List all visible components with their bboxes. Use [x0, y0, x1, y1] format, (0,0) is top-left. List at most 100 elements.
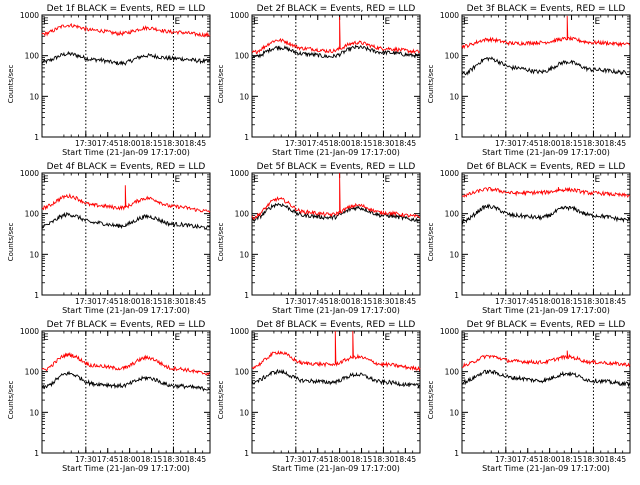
x-tick-label: 18:15	[141, 455, 163, 464]
series-line-events	[42, 372, 210, 391]
event-marker-label: E	[43, 175, 49, 185]
y-tick-label: 100	[235, 368, 250, 377]
y-axis-label: Counts/sec	[217, 65, 225, 104]
x-tick-label: 18:00	[539, 455, 561, 464]
y-axis-label: Counts/sec	[7, 65, 15, 104]
chart-panel-9: Det 9f BLACK = Events, RED = LLDE E110100…	[427, 320, 630, 473]
y-tick-label: 1000	[440, 169, 459, 178]
event-marker-label: E	[174, 17, 180, 27]
x-tick-label: 18:45	[395, 455, 417, 464]
event-marker-label: E	[253, 333, 259, 343]
x-tick-label: 18:30	[163, 297, 185, 306]
y-tick-label: 1	[454, 133, 459, 142]
y-tick-label: 10	[449, 92, 459, 101]
x-axis-label: Start Time (21-Jan-09 17:17:00)	[272, 306, 400, 315]
x-tick-label: 18:30	[583, 297, 605, 306]
event-marker-label: E	[594, 175, 600, 185]
x-tick-label: 18:00	[119, 139, 141, 148]
y-tick-label: 1	[244, 291, 249, 300]
x-tick-label: 18:30	[163, 455, 185, 464]
x-tick-label: 18:00	[329, 455, 351, 464]
x-tick-label: 17:30	[495, 455, 517, 464]
x-tick-label: 17:30	[285, 139, 307, 148]
series-line-lld	[252, 331, 420, 370]
x-tick-label: 18:00	[539, 297, 561, 306]
event-marker-label: E	[253, 17, 259, 27]
x-tick-label: 18:30	[583, 455, 605, 464]
y-tick-label: 100	[25, 210, 40, 219]
y-axis-label: Counts/sec	[217, 381, 225, 420]
x-axis-label: Start Time (21-Jan-09 17:17:00)	[272, 148, 400, 157]
plot-frame	[462, 15, 630, 137]
x-tick-label: 18:15	[561, 455, 583, 464]
series-line-lld	[252, 173, 420, 219]
y-tick-label: 1	[454, 449, 459, 458]
y-tick-label: 1000	[230, 327, 249, 336]
event-marker-label: E	[463, 333, 469, 343]
chart-panel-7: Det 7f BLACK = Events, RED = LLD E E 1 10 100…	[7, 320, 210, 473]
plot-frame	[462, 173, 630, 295]
event-marker-label: E	[174, 333, 180, 343]
event-marker-label: E	[384, 17, 390, 27]
series-line-events	[462, 57, 630, 74]
x-tick-label: 18:00	[539, 139, 561, 148]
x-tick-label: 18:30	[583, 139, 605, 148]
y-tick-label: 100	[445, 368, 460, 377]
y-tick-label: 1	[244, 133, 249, 142]
x-tick-label: 18:15	[351, 455, 373, 464]
chart-title: Det 1f BLACK = Events, RED = LLD	[47, 4, 206, 14]
chart-title: Det 5f BLACK = Events, RED = LLD	[257, 162, 416, 172]
x-tick-label: 18:00	[329, 297, 351, 306]
y-tick-label: 10	[449, 408, 459, 417]
chart-title: Det 7f BLACK = Events, RED = LLD	[47, 320, 206, 330]
x-tick-label: 17:30	[75, 139, 97, 148]
event-marker-label: E	[594, 333, 600, 343]
y-tick-label: 100	[235, 210, 250, 219]
event-marker-label: E	[384, 175, 390, 185]
x-tick-label: 18:15	[141, 297, 163, 306]
y-tick-label: 100	[25, 52, 40, 61]
chart-panel-6: Det 6f BLACK = Events, RED = LLDE E110100…	[427, 162, 630, 315]
series-line-events	[252, 46, 420, 59]
x-axis-label: Start Time (21-Jan-09 17:17:00)	[482, 464, 610, 473]
y-axis-label: Counts/sec	[427, 65, 435, 104]
x-tick-label: 17:45	[517, 455, 539, 464]
event-marker-label: E	[43, 333, 49, 343]
x-tick-label: 17:45	[97, 139, 119, 148]
x-axis-label: Start Time (21-Jan-09 17:17:00)	[272, 464, 400, 473]
x-tick-label: 17:30	[285, 297, 307, 306]
series-line-lld	[462, 351, 630, 368]
y-tick-label: 10	[29, 250, 39, 259]
x-axis-label: Start Time (21-Jan-09 17:17:00)	[62, 148, 190, 157]
chart-panel-5: Det 5f BLACK = Events, RED = LLDE E110100…	[217, 162, 420, 315]
x-axis-label: Start Time (21-Jan-09 17:17:00)	[62, 464, 190, 473]
x-tick-label: 18:45	[605, 139, 627, 148]
x-tick-label: 17:45	[97, 297, 119, 306]
chart-title: Det 2f BLACK = Events, RED = LLD	[257, 4, 416, 14]
plot-frame	[42, 173, 210, 295]
x-tick-label: 18:45	[395, 297, 417, 306]
x-tick-label: 18:45	[605, 455, 627, 464]
event-marker-label: E	[43, 17, 49, 27]
series-line-events	[462, 370, 630, 386]
chart-panel-4: Det 4f BLACK = Events, RED = LLD E E 1 10 100…	[7, 162, 210, 315]
x-tick-label: 18:15	[141, 139, 163, 148]
x-tick-label: 18:00	[119, 455, 141, 464]
x-tick-label: 18:45	[605, 297, 627, 306]
y-tick-label: 1	[244, 449, 249, 458]
x-tick-label: 18:15	[561, 297, 583, 306]
chart-title: Det 3f BLACK = Events, RED = LLD	[467, 4, 626, 14]
y-tick-label: 1000	[20, 169, 39, 178]
chart-panel-3: Det 3f BLACK = Events, RED = LLD E E 1 10 100…	[427, 4, 630, 157]
chart-title: Det 4f BLACK = Events, RED = LLD	[47, 162, 206, 172]
y-tick-label: 1000	[20, 11, 39, 20]
event-marker-label: E	[463, 17, 469, 27]
y-tick-label: 10	[239, 408, 249, 417]
x-tick-label: 17:45	[307, 297, 329, 306]
x-tick-label: 17:45	[307, 139, 329, 148]
x-tick-label: 18:15	[561, 139, 583, 148]
y-tick-label: 1000	[440, 327, 459, 336]
y-axis-label: Counts/sec	[217, 223, 225, 262]
event-marker-label: E	[174, 175, 180, 185]
